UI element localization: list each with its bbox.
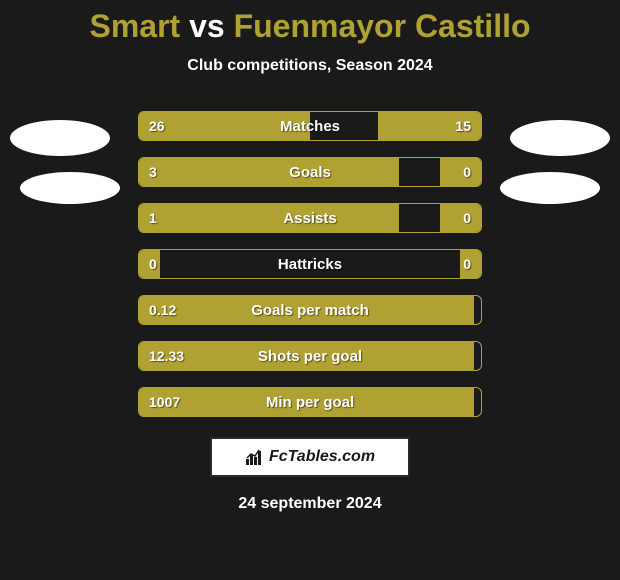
avatar-placeholder-top-left [10,120,110,156]
title-player2: Fuenmayor Castillo [234,8,531,44]
brand-text: FcTables.com [269,448,375,466]
footer-date: 24 september 2024 [0,495,620,513]
bar-row: Goals per match0.12 [138,295,482,325]
bar-label: Assists [139,204,481,232]
bar-label: Goals per match [139,296,481,324]
page-title: Smart vs Fuenmayor Castillo [0,0,620,45]
chart-icon [245,449,263,465]
subtitle: Club competitions, Season 2024 [0,57,620,75]
bar-value-right: 15 [455,112,471,140]
bar-row: Min per goal1007 [138,387,482,417]
bar-row: Assists1 0 [138,203,482,233]
bar-value-left: 1 [149,204,157,232]
avatar-placeholder-top-right [510,120,610,156]
bar-label: Shots per goal [139,342,481,370]
avatar-placeholder-bottom-right [500,172,600,204]
bar-value-left: 26 [149,112,165,140]
bar-value-right: 0 [463,204,471,232]
bar-row: Goals3 0 [138,157,482,187]
bar-value-left: 12.33 [149,342,184,370]
bar-label: Goals [139,158,481,186]
title-player1: Smart [89,8,180,44]
avatar-placeholder-bottom-left [20,172,120,204]
bar-value-right: 0 [463,158,471,186]
bar-row: Matches26 15 [138,111,482,141]
bar-value-left: 1007 [149,388,180,416]
bar-label: Matches [139,112,481,140]
bar-value-left: 0 [149,250,157,278]
bar-row: Hattricks0 0 [138,249,482,279]
title-vs: vs [189,8,225,44]
comparison-bars: Matches2615Goals30Assists10Hattricks00Go… [138,111,482,417]
bar-value-left: 3 [149,158,157,186]
bar-label: Min per goal [139,388,481,416]
bar-value-right: 0 [463,250,471,278]
bar-value-left: 0.12 [149,296,176,324]
bar-label: Hattricks [139,250,481,278]
bar-row: Shots per goal12.33 [138,341,482,371]
brand-badge: FcTables.com [210,437,410,477]
